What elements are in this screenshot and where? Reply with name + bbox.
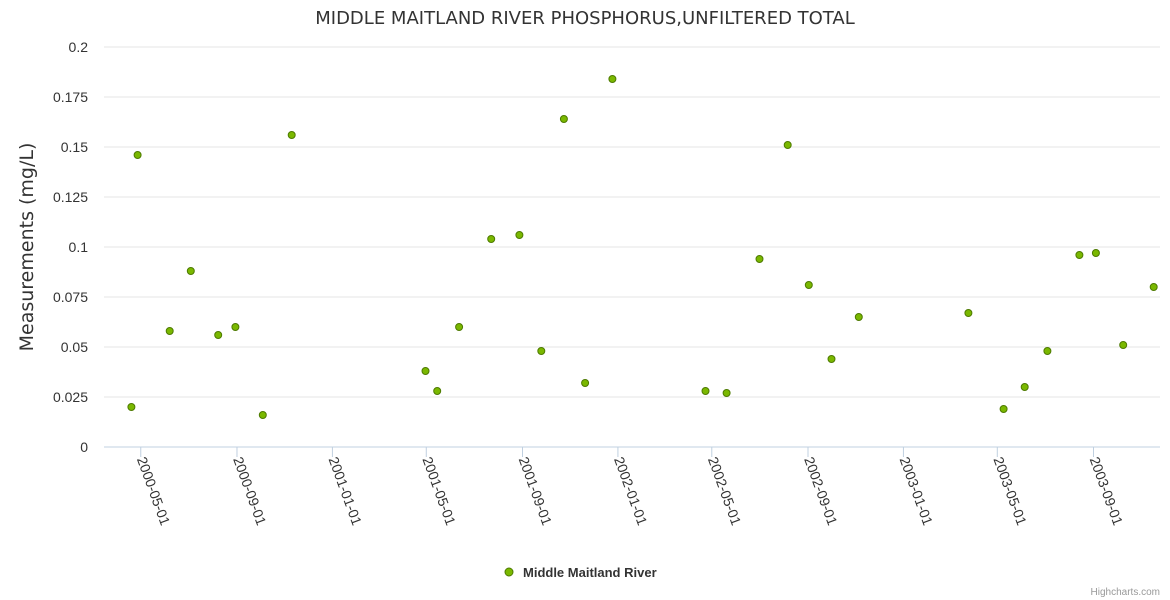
data-point[interactable] <box>258 411 267 419</box>
y-tick-label: 0 <box>80 439 88 455</box>
y-tick-label: 0.025 <box>53 389 88 405</box>
data-point[interactable] <box>1020 383 1029 391</box>
chart-title: MIDDLE MAITLAND RIVER PHOSPHORUS,UNFILTE… <box>315 8 855 29</box>
legend[interactable]: Middle Maitland River <box>504 565 657 580</box>
data-point[interactable] <box>559 115 568 123</box>
y-tick-label: 0.2 <box>69 39 89 55</box>
data-point[interactable] <box>1043 347 1052 355</box>
y-tick-label: 0.15 <box>61 139 88 155</box>
data-point[interactable] <box>231 323 240 331</box>
data-point[interactable] <box>1091 249 1100 257</box>
data-point[interactable] <box>783 141 792 149</box>
data-point[interactable] <box>133 151 142 159</box>
legend-marker <box>504 567 514 577</box>
data-point[interactable] <box>827 355 836 363</box>
data-points <box>127 75 1158 419</box>
data-point[interactable] <box>537 347 546 355</box>
credits-link[interactable]: Highcharts.com <box>1091 587 1160 598</box>
data-point[interactable] <box>581 379 590 387</box>
data-point[interactable] <box>165 327 174 335</box>
y-axis-label: Measurements (mg/L) <box>16 143 38 352</box>
data-point[interactable] <box>999 405 1008 413</box>
y-axis: 0 0.025 0.05 0.075 0.1 0.125 0.15 0.175 0.2 <box>53 39 88 455</box>
grid-lines <box>104 46 1160 448</box>
data-point[interactable] <box>421 367 430 375</box>
data-point[interactable] <box>608 75 617 83</box>
data-point[interactable] <box>964 309 973 317</box>
data-point[interactable] <box>701 387 710 395</box>
data-point[interactable] <box>722 389 731 397</box>
data-point[interactable] <box>515 231 524 239</box>
y-tick-label: 0.125 <box>53 189 88 205</box>
y-tick-label: 0.175 <box>53 89 88 105</box>
y-tick-label: 0.1 <box>69 239 89 255</box>
data-point[interactable] <box>1119 341 1128 349</box>
y-tick-label: 0.075 <box>53 289 88 305</box>
data-point[interactable] <box>1149 283 1158 291</box>
data-point[interactable] <box>214 331 223 339</box>
data-point[interactable] <box>127 403 136 411</box>
data-point[interactable] <box>455 323 464 331</box>
legend-item-middle-maitland-river[interactable]: Middle Maitland River <box>523 565 657 580</box>
data-point[interactable] <box>487 235 496 243</box>
data-point[interactable] <box>1075 251 1084 259</box>
y-tick-label: 0.05 <box>61 339 88 355</box>
data-point[interactable] <box>287 131 296 139</box>
data-point[interactable] <box>186 267 195 275</box>
data-point[interactable] <box>433 387 442 395</box>
data-point[interactable] <box>854 313 863 321</box>
data-point[interactable] <box>804 281 813 289</box>
data-point[interactable] <box>755 255 764 263</box>
